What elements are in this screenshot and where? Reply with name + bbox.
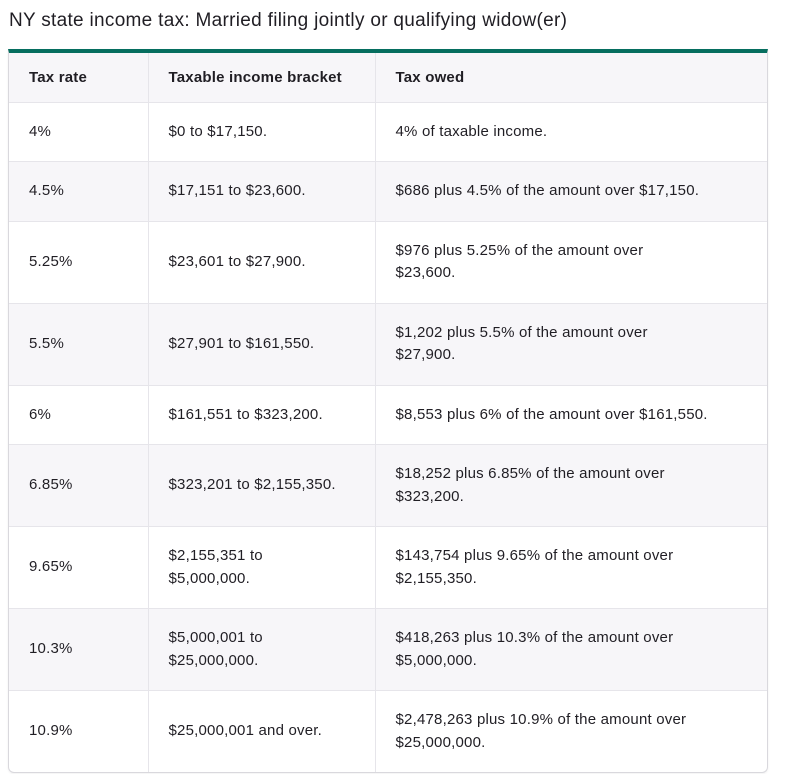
table-row: 5.25% $23,601 to $27,900. $976 plus 5.25… — [9, 221, 767, 304]
cell-tax-rate: 4.5% — [9, 161, 148, 222]
cell-tax-owed: $8,553 plus 6% of the amount over $161,5… — [374, 385, 767, 446]
table-row: 4% $0 to $17,150. 4% of taxable income. — [9, 102, 767, 163]
table-row: 6% $161,551 to $323,200. $8,553 plus 6% … — [9, 385, 767, 446]
table-row: 10.9% $25,000,001 and over. $2,478,263 p… — [9, 690, 767, 773]
cell-tax-owed: $143,754 plus 9.65% of the amount over $… — [374, 526, 767, 610]
cell-income-bracket: $0 to $17,150. — [147, 102, 375, 163]
tax-brackets-table-container: Tax rate Taxable income bracket Tax owed… — [8, 48, 768, 774]
header-row: Tax rate Taxable income bracket Tax owed — [9, 52, 767, 103]
cell-tax-owed: $976 plus 5.25% of the amount over $23,6… — [374, 221, 767, 304]
cell-income-bracket: $17,151 to $23,600. — [147, 161, 375, 222]
cell-tax-rate: 10.9% — [29, 722, 73, 740]
table-body: 4% $0 to $17,150. 4% of taxable income. … — [9, 102, 767, 773]
table-row: 9.65% $2,155,351 to $5,000,000. $143,754… — [9, 526, 767, 610]
cell-tax-rate: 4% — [9, 102, 148, 163]
column-header-tax-owed: Tax owed — [374, 52, 767, 103]
cell-tax-rate: 6.85% — [9, 444, 148, 528]
cell-income-bracket: $27,901 to $161,550. — [147, 303, 375, 386]
table-row: 10.3% $5,000,001 to $25,000,000. $418,26… — [9, 608, 767, 692]
tax-brackets-table: Tax rate Taxable income bracket Tax owed… — [9, 52, 767, 773]
cell-tax-rate: 5.25% — [9, 221, 148, 304]
cell-income-bracket: $25,000,001 and over. — [147, 690, 375, 773]
page-title: NY state income tax: Married filing join… — [9, 10, 568, 31]
cell-tax-owed: $418,263 plus 10.3% of the amount over $… — [374, 608, 767, 692]
cell-income-bracket: $161,551 to $323,200. — [147, 385, 375, 446]
cell-tax-rate: 6% — [9, 385, 148, 446]
cell-income-bracket: $2,155,351 to $5,000,000. — [147, 526, 375, 610]
table-header: Tax rate Taxable income bracket Tax owed — [9, 52, 767, 103]
table-row: 6.85% $323,201 to $2,155,350. $18,252 pl… — [9, 444, 767, 528]
cell-tax-rate: 5.5% — [9, 303, 148, 386]
column-header-income-bracket: Taxable income bracket — [147, 52, 375, 103]
cell-tax-owed: $686 plus 4.5% of the amount over $17,15… — [374, 161, 767, 222]
cell-tax-owed: $1,202 plus 5.5% of the amount over $27,… — [374, 303, 767, 386]
table-row: 5.5% $27,901 to $161,550. $1,202 plus 5.… — [9, 303, 767, 386]
cell-income-bracket: $323,201 to $2,155,350. — [147, 444, 375, 528]
cell-tax-owed: $18,252 plus 6.85% of the amount over $3… — [374, 444, 767, 528]
cell-tax-owed: $2,478,263 plus 10.9% of the amount over… — [374, 690, 767, 773]
cell-tax-owed: 4% of taxable income. — [374, 102, 767, 163]
table-row: 4.5% $17,151 to $23,600. $686 plus 4.5% … — [9, 161, 767, 222]
cell-income-bracket: $5,000,001 to $25,000,000. — [147, 608, 375, 692]
cell-income-bracket: $23,601 to $27,900. — [147, 221, 375, 304]
column-header-tax-rate: Tax rate — [9, 52, 148, 103]
cell-tax-rate: 10.3% — [9, 608, 148, 692]
cell-tax-rate: 9.65% — [9, 526, 148, 610]
